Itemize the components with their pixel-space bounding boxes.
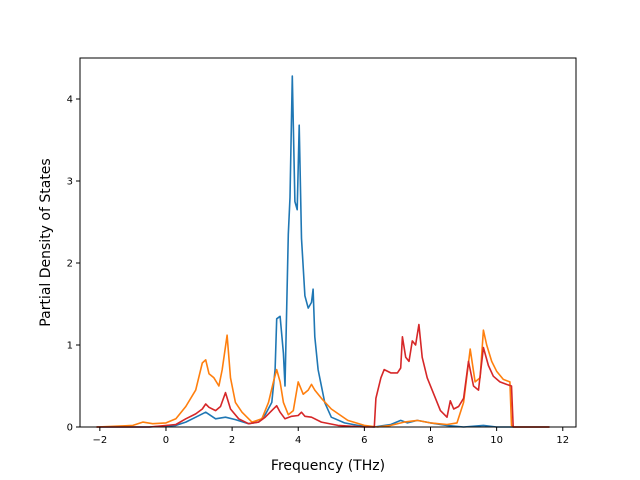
- y-axis-ticks: 0 1 2 3 4: [67, 95, 80, 434]
- y-tick-label: 3: [67, 177, 73, 188]
- series-line-3: [96, 323, 550, 428]
- x-tick-label: 0: [163, 435, 169, 446]
- y-tick-label: 2: [67, 259, 73, 270]
- x-tick-label: 2: [229, 435, 235, 446]
- x-tick-label: 12: [556, 435, 569, 446]
- x-tick-label: 10: [490, 435, 503, 446]
- x-tick-label: 6: [361, 435, 367, 446]
- x-axis-ticks: −2 0 2 4 6 8 10 12: [92, 427, 569, 446]
- y-tick-label: 4: [67, 95, 73, 106]
- y-tick-label: 1: [67, 341, 73, 352]
- x-tick-label: −2: [92, 435, 107, 446]
- axes-frame: [79, 57, 577, 428]
- plot-area: [96, 75, 550, 428]
- x-tick-label: 8: [427, 435, 433, 446]
- y-axis-label: Partial Density of States: [38, 158, 54, 326]
- x-axis-label: Frequency (THz): [271, 458, 385, 474]
- series-line-1: [96, 75, 550, 428]
- y-tick-label: 0: [67, 423, 73, 434]
- x-tick-label: 4: [295, 435, 301, 446]
